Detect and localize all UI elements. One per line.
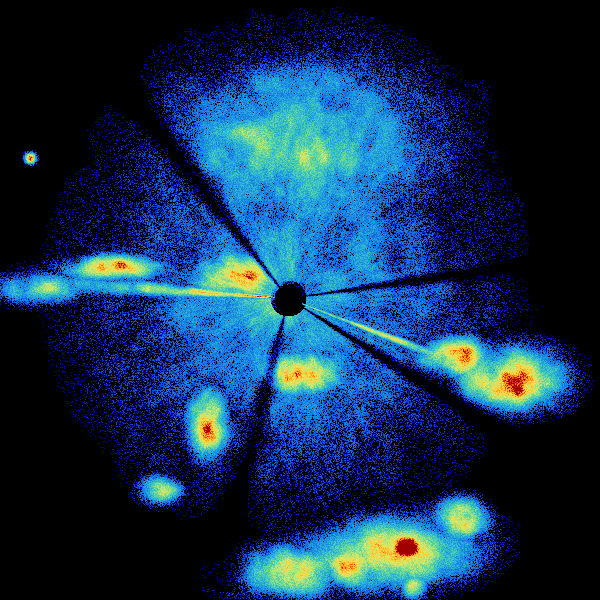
radar-reflectivity-canvas (0, 0, 600, 600)
radar-visualization-root (0, 0, 600, 600)
